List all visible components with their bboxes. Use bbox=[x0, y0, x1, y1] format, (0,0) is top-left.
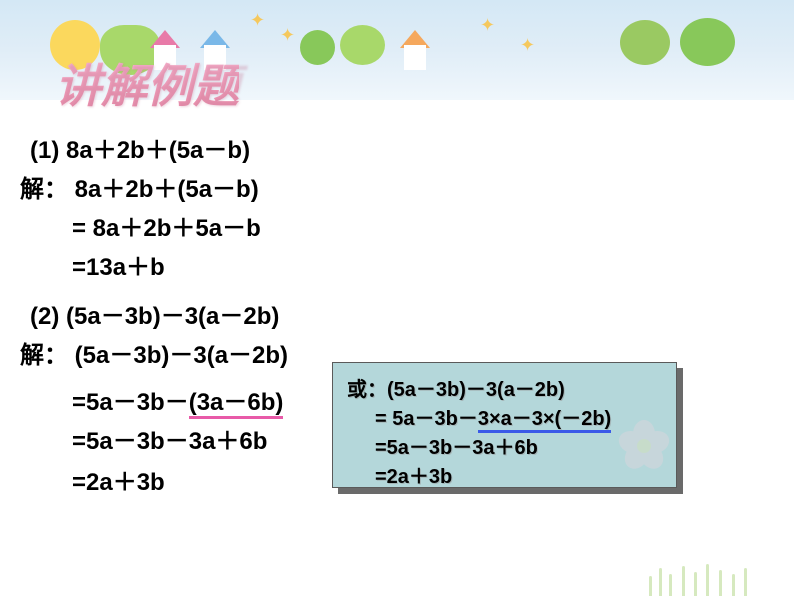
problem1-number: (1) bbox=[30, 137, 59, 164]
star-deco: ✦ bbox=[480, 15, 495, 36]
solution-label: 解： bbox=[20, 177, 68, 203]
problem1-line: (1) 8a＋2b＋(5a－b) bbox=[30, 130, 774, 165]
tree-deco bbox=[300, 30, 335, 65]
flower-deco bbox=[614, 416, 674, 476]
altbox-label: 或： bbox=[347, 379, 387, 401]
problem2-expr: (5a－3b)－3(a－2b) bbox=[66, 303, 279, 330]
problem1-step1: 8a＋2b＋(5a－b) bbox=[75, 176, 259, 203]
star-deco: ✦ bbox=[250, 10, 265, 31]
problem2-number: (2) bbox=[30, 303, 59, 330]
solution-label: 解： bbox=[20, 343, 68, 369]
problem1-step3: =13a＋b bbox=[30, 247, 774, 282]
problem2-step1: (5a－3b)－3(a－2b) bbox=[75, 342, 288, 369]
grass-deco bbox=[644, 561, 764, 596]
star-deco: ✦ bbox=[280, 25, 295, 46]
altbox-line2-pre: = 5a－3b－ bbox=[375, 408, 478, 430]
star-deco: ✦ bbox=[520, 35, 535, 56]
problem1-expr: 8a＋2b＋(5a－b) bbox=[66, 137, 250, 164]
page-title: 讲解例题 bbox=[55, 50, 239, 116]
problem1-solution: 解： 8a＋2b＋(5a－b) bbox=[20, 169, 774, 204]
altbox-line2-underline: 3×a－3×(－2b) bbox=[478, 408, 611, 433]
problem2-step2-underline: (3a－6b) bbox=[189, 389, 284, 419]
problem2-line: (2) (5a－3b)－3(a－2b) bbox=[30, 296, 774, 331]
altbox-line1: 或：(5a－3b)－3(a－2b) bbox=[347, 373, 662, 402]
altbox-expr: (5a－3b)－3(a－2b) bbox=[387, 379, 565, 401]
tree-deco bbox=[680, 18, 735, 66]
house-deco bbox=[400, 30, 430, 70]
tree-deco bbox=[340, 25, 385, 65]
problem1-step2: = 8a＋2b＋5a－b bbox=[30, 208, 774, 243]
tree-deco bbox=[620, 20, 670, 65]
problem2-step2-pre: =5a－3b－ bbox=[72, 389, 189, 416]
